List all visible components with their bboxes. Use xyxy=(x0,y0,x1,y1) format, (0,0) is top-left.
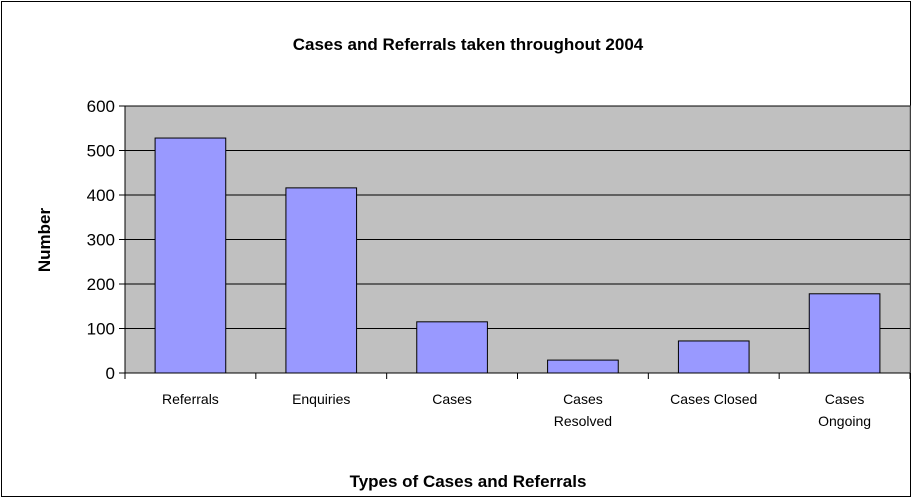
bar xyxy=(547,359,619,374)
bar xyxy=(677,340,750,374)
y-axis-title: Number xyxy=(35,208,54,273)
y-tick-label: 200 xyxy=(87,275,115,294)
bar xyxy=(154,137,227,374)
x-tick-label: Cases Ongoing xyxy=(818,391,871,429)
bar xyxy=(285,187,358,374)
x-tick-label: Cases xyxy=(432,391,472,407)
y-tick-label: 0 xyxy=(106,364,115,383)
x-tick-label: Enquiries xyxy=(292,391,350,407)
y-tick-label: 100 xyxy=(87,320,115,339)
chart-title: Cases and Referrals taken throughout 200… xyxy=(293,35,644,54)
y-tick-label: 600 xyxy=(87,97,115,116)
x-tick-label: Cases Resolved xyxy=(554,391,612,429)
y-tick-label: 300 xyxy=(87,231,115,250)
y-tick-label: 400 xyxy=(87,186,115,205)
x-tick-label: Referrals xyxy=(162,391,219,407)
bar xyxy=(416,321,488,374)
x-axis-title: Types of Cases and Referrals xyxy=(350,472,587,491)
bar xyxy=(808,293,881,374)
x-tick-label: Cases Closed xyxy=(670,391,757,407)
y-tick-label: 500 xyxy=(87,142,115,161)
